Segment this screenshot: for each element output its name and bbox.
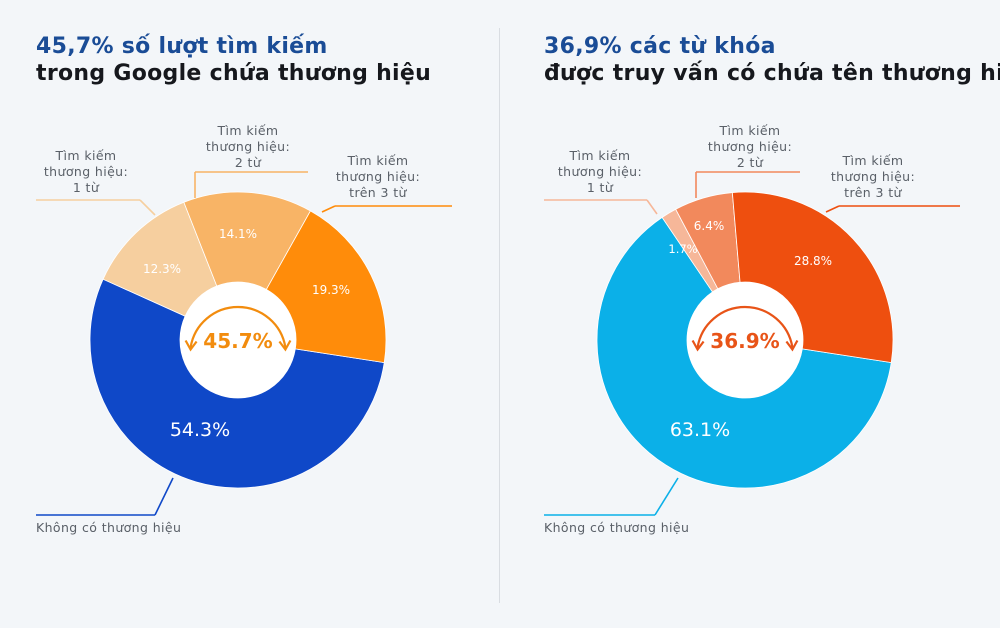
category-label: Không có thương hiệu (36, 520, 181, 535)
category-label: Tìm kiếm thương hiệu: trên 3 từ (336, 153, 420, 200)
chart-panel-brand-search: 45,7% số lượt tìm kiếm trong Google chứa… (36, 34, 452, 535)
center-arrow-arc (189, 305, 287, 348)
chart-title-line2: được truy vấn có chứa tên thương hiệu (544, 61, 1000, 86)
category-label: Tìm kiếm thương hiệu: 2 từ (708, 123, 792, 170)
callout-leader-line (321, 205, 336, 213)
slice-value-label: 63.1% (670, 419, 730, 441)
slice-value-label: 14.1% (219, 227, 257, 241)
callout-leader-line (654, 477, 679, 516)
chart-title-line1: 45,7% số lượt tìm kiếm (36, 34, 328, 59)
arrow-head-icon (785, 339, 799, 352)
category-label: Không có thương hiệu (544, 520, 689, 535)
donut-slice (265, 210, 387, 364)
donut-chart-brand-keywords: 63.1% 1.7% 6.4% 28.8% 36.9% Không có thương h… (544, 123, 960, 535)
panel-divider (499, 28, 500, 603)
slice-value-label: 19.3% (312, 283, 350, 297)
category-label: Tìm kiếm thương hiệu: 2 từ (206, 123, 290, 170)
category-label: Tìm kiếm thương hiệu: 1 từ (558, 148, 642, 195)
category-label: Tìm kiếm thương hiệu: 1 từ (44, 148, 128, 195)
chart-title-line2: trong Google chứa thương hiệu (36, 61, 432, 86)
center-arrow-arc (696, 305, 794, 348)
callout-leader-line (139, 199, 156, 216)
callout-leader-line (825, 205, 840, 213)
arrow-head-icon (691, 339, 705, 352)
donut-hole (180, 282, 296, 398)
callout-leader-line (646, 199, 658, 215)
arrow-head-icon (278, 339, 292, 352)
slice-value-label: 54.3% (170, 419, 230, 441)
slice-value-label: 1.7% (668, 242, 697, 256)
slice-value-label: 28.8% (794, 254, 832, 268)
arrow-head-icon (184, 339, 198, 352)
donut-chart-brand-search: 54.3% 12.3% 14.1% 19.3% 45.7% Không có thương… (36, 123, 452, 535)
chart-title-line1: 36,9% các từ khóa (544, 34, 776, 59)
category-label: Tìm kiếm thương hiệu: trên 3 từ (831, 153, 915, 200)
chart-panel-brand-keywords: 36,9% các từ khóa được truy vấn có chứa … (500, 0, 1000, 628)
center-value-label: 36.9% (710, 329, 779, 353)
slice-value-label: 6.4% (694, 219, 725, 233)
donut-hole (687, 282, 803, 398)
slice-value-label: 12.3% (143, 262, 181, 276)
callout-leader-line (154, 477, 174, 516)
center-value-label: 45.7% (203, 329, 272, 353)
